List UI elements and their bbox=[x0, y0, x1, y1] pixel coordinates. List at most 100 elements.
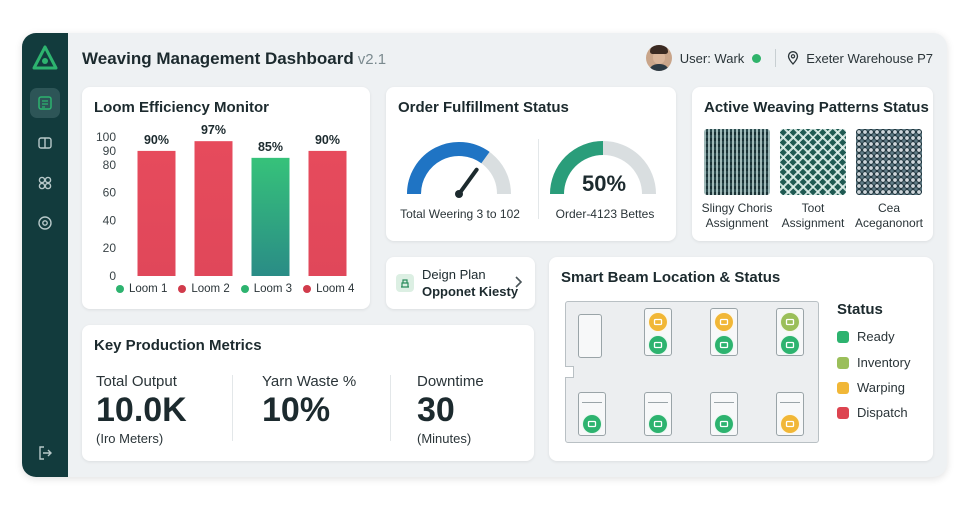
beam-spool-icon bbox=[653, 341, 663, 349]
header-divider bbox=[775, 49, 777, 67]
y-tick-label: 20 bbox=[103, 241, 117, 255]
pattern-label-2-line1: Toot bbox=[801, 201, 825, 215]
pattern-label-2: Toot Assignment bbox=[772, 201, 854, 231]
pattern-swatch-1[interactable] bbox=[704, 129, 770, 195]
status-swatch bbox=[837, 406, 849, 419]
design-plan-line2: Opponet Kiesty bbox=[422, 284, 519, 299]
pattern-label-1-line1: Slingy Choris bbox=[701, 201, 773, 215]
bar-data-label: 90% bbox=[144, 133, 169, 147]
location-label[interactable]: Exeter Warehouse P7 bbox=[806, 50, 933, 66]
metric-total-output: Total Output 10.0K (Iro Meters) bbox=[96, 373, 187, 446]
status-legend-warping: Warping bbox=[837, 380, 905, 395]
y-tick-label: 90 bbox=[103, 144, 117, 158]
beam-ready[interactable] bbox=[582, 414, 602, 434]
status-legend-inventory: Inventory bbox=[837, 355, 910, 370]
bar-loom-3[interactable] bbox=[251, 157, 290, 276]
design-plan-text: Deign Plan Opponet Kiesty bbox=[422, 266, 518, 300]
beam-inventory[interactable] bbox=[780, 312, 800, 332]
beam-ready[interactable] bbox=[714, 335, 734, 355]
gauge-divider bbox=[538, 139, 539, 219]
main-content: Weaving Management Dashboard v2.1 User: W… bbox=[68, 33, 947, 477]
status-label: Ready bbox=[857, 329, 895, 344]
sidebar-item-patterns[interactable] bbox=[30, 168, 60, 198]
beam-ready[interactable] bbox=[714, 414, 734, 434]
beam-spool-icon bbox=[653, 420, 663, 428]
beam-spool-icon bbox=[785, 420, 795, 428]
beam-spool-icon bbox=[653, 318, 663, 326]
metric-label: Total Output bbox=[96, 373, 177, 390]
metric-downtime: Downtime 30 (Minutes) bbox=[417, 373, 484, 446]
status-label: Warping bbox=[857, 380, 905, 395]
metric-label: Downtime bbox=[417, 373, 484, 390]
status-swatch bbox=[837, 330, 849, 343]
beam-spool-icon bbox=[719, 420, 729, 428]
gauge-order bbox=[550, 141, 656, 195]
design-plan-line1: Deign Plan bbox=[422, 267, 486, 282]
pattern-swatch-2[interactable] bbox=[780, 129, 846, 195]
page-title-text: Weaving Management Dashboard bbox=[82, 49, 354, 68]
gauge2-label: Order-4123 Bettes bbox=[555, 207, 655, 221]
beam-warping[interactable] bbox=[714, 312, 734, 332]
order-fulfillment-card: Order Fulfillment Status Total Weering 3… bbox=[386, 87, 676, 241]
legend-label: Loom 1 bbox=[129, 283, 168, 295]
sidebar-item-dashboard[interactable] bbox=[30, 88, 60, 118]
pattern-label-1-line2: Assignment bbox=[705, 216, 769, 230]
beam-warping[interactable] bbox=[780, 414, 800, 434]
status-swatch bbox=[837, 356, 849, 369]
beam-warping[interactable] bbox=[648, 312, 668, 332]
dashboard-icon bbox=[38, 96, 52, 110]
loom-legend: Loom 1 Loom 2 Loom 3 Loom 4 bbox=[116, 283, 365, 295]
pattern-label-2-line2: Assignment bbox=[781, 216, 845, 230]
metric-value: 10% bbox=[262, 391, 331, 429]
chevron-right-icon bbox=[515, 276, 523, 288]
user-block: User: Wark Exeter Warehouse P7 bbox=[645, 45, 933, 71]
gauge1-needle bbox=[457, 167, 479, 196]
loom-efficiency-title: Loom Efficiency Monitor bbox=[94, 99, 270, 116]
floor-entrance bbox=[565, 366, 574, 378]
bar-loom-2[interactable] bbox=[194, 141, 233, 276]
beam-spool-icon bbox=[785, 318, 795, 326]
metric-yarn-waste: Yarn Waste % 10% bbox=[262, 373, 356, 431]
status-label: Dispatch bbox=[857, 405, 908, 420]
pattern-label-1: Slingy Choris Assignment bbox=[696, 201, 778, 231]
beam-ready[interactable] bbox=[648, 335, 668, 355]
legend-item[interactable]: Loom 1 bbox=[116, 283, 167, 295]
pattern-swatch-3[interactable] bbox=[856, 129, 922, 195]
app-window: Weaving Management Dashboard v2.1 User: W… bbox=[22, 33, 947, 477]
legend-label: Loom 2 bbox=[191, 283, 230, 295]
metrics-title: Key Production Metrics bbox=[94, 337, 262, 354]
design-plan-button[interactable]: Deign Plan Opponet Kiesty bbox=[386, 257, 535, 309]
metric-unit: (Minutes) bbox=[417, 431, 472, 446]
legend-item[interactable]: Loom 3 bbox=[240, 283, 293, 295]
legend-label: Loom 4 bbox=[316, 283, 355, 295]
gauge2-fill bbox=[550, 141, 604, 195]
legend-item[interactable]: Loom 2 bbox=[178, 283, 230, 295]
user-label: User: Wark bbox=[679, 50, 745, 66]
patterns-card: Active Weaving Patterns Status Slingy Ch… bbox=[692, 87, 933, 241]
location-pin-icon bbox=[788, 51, 799, 65]
beam-ready[interactable] bbox=[780, 335, 800, 355]
metric-label: Yarn Waste % bbox=[262, 373, 357, 390]
status-legend-ready: Ready bbox=[837, 329, 895, 344]
legend-dot bbox=[116, 285, 124, 293]
gauge1-fill bbox=[407, 142, 490, 195]
y-tick-label: 0 bbox=[109, 269, 116, 283]
online-status-icon bbox=[752, 53, 762, 63]
pattern-label-3-line1: Cea bbox=[877, 201, 900, 215]
metric-divider bbox=[390, 375, 391, 441]
bar-loom-1[interactable] bbox=[137, 150, 176, 276]
avatar[interactable] bbox=[645, 45, 672, 71]
metric-value: 10.0K bbox=[96, 391, 187, 429]
bar-loom-4[interactable] bbox=[308, 150, 347, 276]
legend-label: Loom 3 bbox=[253, 283, 293, 295]
sidebar-item-looms[interactable] bbox=[30, 128, 60, 158]
smart-beam-card: Smart Beam Location & Status bbox=[549, 257, 933, 461]
sidebar-item-monitor[interactable] bbox=[30, 208, 60, 238]
metric-divider bbox=[232, 375, 233, 441]
legend-item[interactable]: Loom 4 bbox=[303, 283, 354, 295]
logout-button[interactable] bbox=[30, 438, 60, 468]
logout-icon bbox=[39, 446, 52, 460]
beam-ready[interactable] bbox=[648, 414, 668, 434]
order-fulfillment-title: Order Fulfillment Status bbox=[398, 99, 569, 116]
